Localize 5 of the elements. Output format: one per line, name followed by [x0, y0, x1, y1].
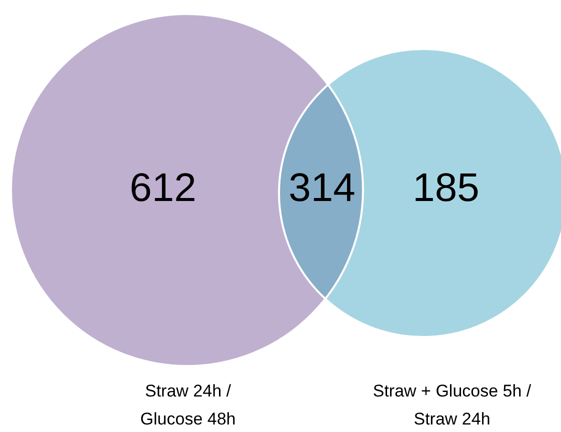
data-label: 314 [288, 166, 356, 210]
category-label: Straw + Glucose 5h / Straw 24h [372, 382, 532, 429]
data-label: 612 [130, 166, 196, 210]
data-label: 185 [412, 166, 480, 210]
category-label: Straw 24h / Glucose 48h [140, 382, 236, 429]
